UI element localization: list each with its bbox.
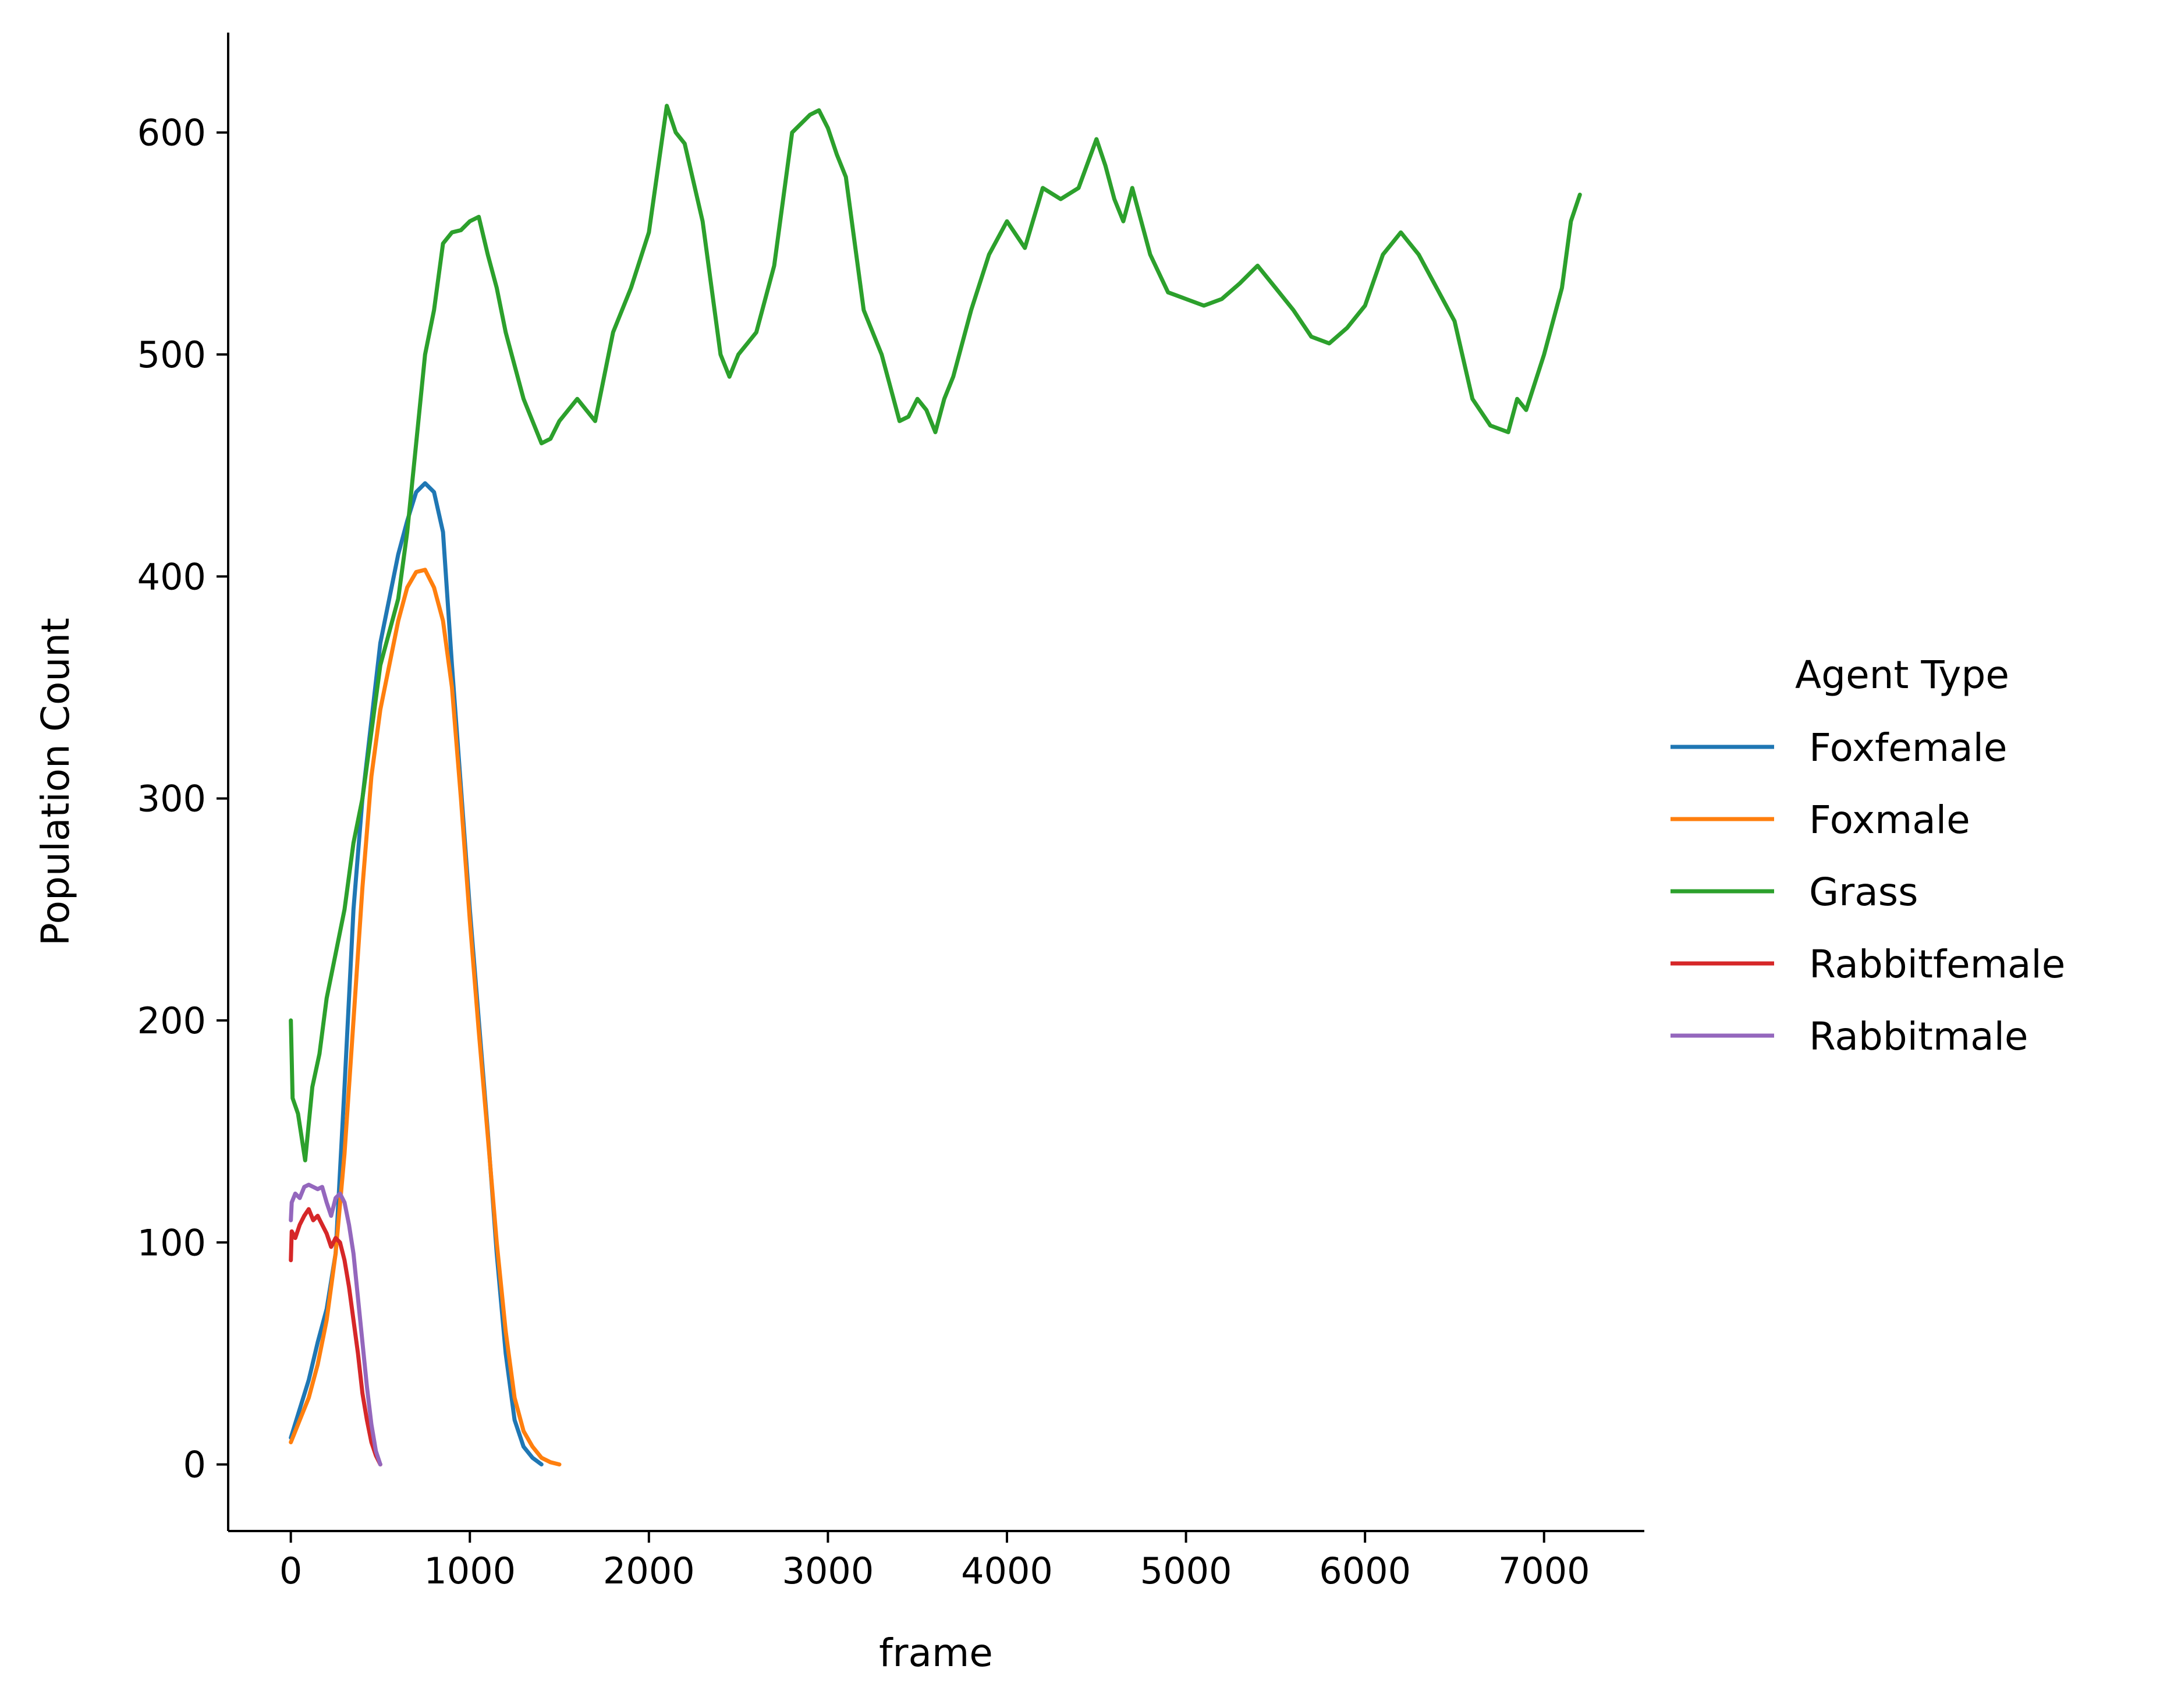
legend-items: Foxfemale Foxmale Grass Rabbitfemale Rabbitm…: [1671, 725, 2065, 1059]
axes: [227, 33, 1644, 1532]
series-line-rabbitmale: [289, 1182, 382, 1467]
legend-label-rabbitmale: Rabbitmale: [1809, 1014, 2028, 1059]
legend: Agent Type Foxfemale Foxmale Grass Rabbitfe…: [1671, 653, 2065, 1059]
x-tick-label: 0: [279, 1550, 302, 1592]
x-ticks: 0 1000 2000 3000 4000 5000 6000 7000: [279, 1531, 1590, 1592]
legend-label-foxmale: Foxmale: [1809, 798, 1970, 842]
y-tick-label: 600: [137, 112, 206, 154]
legend-label-foxfemale: Foxfemale: [1809, 725, 2008, 770]
x-tick-label: 2000: [603, 1550, 695, 1592]
y-tick-label: 200: [137, 1000, 206, 1042]
legend-label-grass: Grass: [1809, 870, 1918, 915]
y-tick-label: 100: [137, 1221, 206, 1264]
legend-title: Agent Type: [1795, 653, 2009, 697]
x-axis-title: frame: [879, 1631, 993, 1675]
y-axis-title: Population Count: [33, 618, 78, 946]
plot-lines: [289, 104, 1582, 1467]
y-tick-label: 400: [137, 555, 206, 598]
x-tick-label: 4000: [961, 1550, 1053, 1592]
x-tick-label: 1000: [424, 1550, 516, 1592]
x-tick-label: 3000: [782, 1550, 874, 1592]
x-tick-label: 6000: [1319, 1550, 1411, 1592]
y-tick-label: 0: [183, 1444, 206, 1486]
series-line-foxmale: [289, 568, 562, 1467]
legend-label-rabbitfemale: Rabbitfemale: [1809, 942, 2065, 987]
y-tick-label: 500: [137, 334, 206, 376]
series-line-grass: [289, 104, 1582, 1163]
series-line-rabbitfemale: [289, 1207, 382, 1467]
x-tick-label: 5000: [1140, 1550, 1232, 1592]
x-tick-label: 7000: [1498, 1550, 1590, 1592]
y-tick-label: 300: [137, 778, 206, 820]
y-ticks: 0 100 200 300 400 500 600: [137, 112, 228, 1486]
